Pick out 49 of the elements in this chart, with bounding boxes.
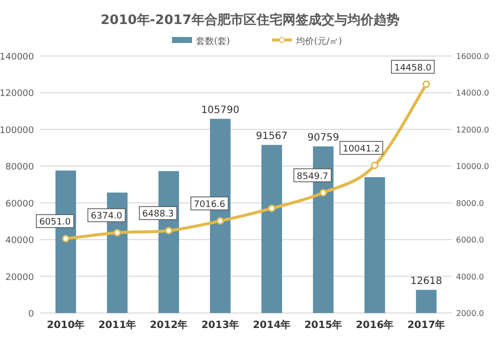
x-tick-label: 2015年 (304, 319, 342, 331)
x-tick-label: 2013年 (201, 319, 240, 331)
y2-tick-label: 14000.0 (456, 88, 490, 98)
bar (364, 177, 386, 313)
y2-tick-label: 2000.0 (456, 309, 484, 318)
data-label: 105790 (201, 104, 240, 116)
point (422, 80, 430, 88)
data-label: 7016.6 (194, 200, 226, 210)
y-tick-label: 40000 (5, 236, 34, 246)
y-tick-label: 0 (28, 310, 34, 320)
data-label: 8549.7 (296, 172, 328, 182)
x-tick-label: 2010年 (46, 319, 85, 331)
data-label: 14458.0 (394, 63, 432, 74)
y2-tick-label: 10000.0 (456, 162, 490, 172)
y2-tick-label: 4000.0 (456, 272, 484, 282)
y-tick-label: 60000 (5, 199, 34, 210)
data-label: 6051.0 (39, 218, 72, 228)
point (371, 162, 378, 170)
y-tick-label: 120000 (0, 89, 34, 100)
data-label: 12618 (410, 276, 442, 287)
x-tick-label: 2016年 (356, 319, 394, 331)
data-label: 91567 (256, 130, 288, 142)
x-tick-label: 2011年 (98, 319, 136, 331)
y-tick-label: 20000 (5, 272, 34, 283)
y2-tick-label: 6000.0 (456, 236, 484, 245)
data-label: 10041.2 (342, 144, 380, 154)
point (268, 204, 276, 212)
bar (416, 290, 437, 313)
y2-tick-label: 8000.0 (456, 198, 484, 208)
y2-tick-label: 12000.0 (456, 125, 490, 134)
x-tick-label: 2017年 (407, 319, 446, 331)
point (62, 234, 70, 242)
point (114, 228, 121, 236)
chart-title: 2010年-2017年合肥市区住宅网签成交与均价趋势 (100, 12, 400, 28)
legend-label: 套数(套) (196, 36, 230, 47)
x-tick-label: 2014年 (252, 319, 291, 331)
data-label: 6374.0 (90, 212, 123, 222)
bar (261, 144, 282, 313)
y-tick-label: 80000 (5, 162, 34, 173)
point (165, 226, 172, 234)
data-label: 90759 (307, 132, 340, 144)
point (216, 217, 224, 225)
x-tick-label: 2012年 (150, 319, 188, 331)
data-label: 6488.3 (142, 210, 174, 220)
y2-tick-label: 16000.0 (456, 52, 490, 61)
y-tick-label: 100000 (0, 126, 34, 136)
legend-label: 均价(元/㎡) (295, 36, 342, 47)
point (320, 189, 327, 197)
y-tick-label: 140000 (0, 52, 34, 62)
